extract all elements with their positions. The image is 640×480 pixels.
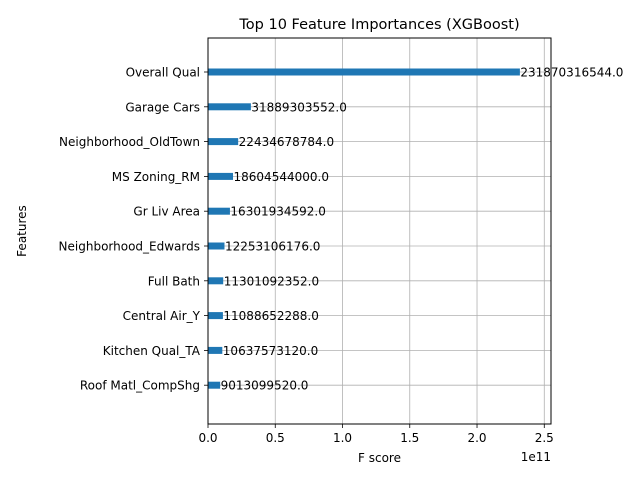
y-tick-label: Kitchen Qual_TA xyxy=(103,344,201,358)
y-tick-label: Gr Liv Area xyxy=(133,205,200,219)
bar xyxy=(208,312,223,320)
x-tick-label: 2.0 xyxy=(467,431,486,445)
x-tick-label: 1.0 xyxy=(333,431,352,445)
bar xyxy=(208,207,230,215)
y-tick-label: Garage Cars xyxy=(125,100,200,114)
chart-title: Top 10 Feature Importances (XGBoost) xyxy=(238,17,519,33)
y-tick-label: Roof Matl_CompShg xyxy=(80,379,200,393)
bar-value-label: 11088652288.0 xyxy=(223,309,318,323)
y-tick-label: Neighborhood_Edwards xyxy=(59,240,200,254)
bar-value-label: 31889303552.0 xyxy=(251,100,346,114)
bar-value-label: 11301092352.0 xyxy=(224,274,319,288)
bar-value-label: 22434678784.0 xyxy=(239,135,334,149)
y-tick-label: Overall Qual xyxy=(126,66,200,80)
x-axis-label: F score xyxy=(358,451,401,465)
y-axis-label: Features xyxy=(15,205,29,257)
bar-value-label: 231870316544.0 xyxy=(520,66,623,80)
y-tick-label: Full Bath xyxy=(148,274,200,288)
bar xyxy=(208,138,239,146)
bar xyxy=(208,346,223,354)
y-tick-label: Neighborhood_OldTown xyxy=(59,135,200,149)
bar-value-label: 12253106176.0 xyxy=(225,240,320,254)
bar-value-label: 16301934592.0 xyxy=(230,205,325,219)
x-tick-label: 1.5 xyxy=(400,431,419,445)
y-tick-label: MS Zoning_RM xyxy=(112,170,200,184)
bar xyxy=(208,277,224,285)
x-axis-offset-label: 1e11 xyxy=(521,450,551,464)
plot-frame xyxy=(207,37,552,425)
bars xyxy=(208,68,520,389)
x-tick-label: 0.5 xyxy=(266,431,285,445)
bar xyxy=(208,172,234,180)
x-tick-label: 0.0 xyxy=(198,431,217,445)
value-labels: 231870316544.0 31889303552.0 22434678784.0… xyxy=(221,66,624,393)
bar xyxy=(208,103,251,111)
bar-value-label: 9013099520.0 xyxy=(221,379,309,393)
bar-value-label: 10637573120.0 xyxy=(223,344,318,358)
bar xyxy=(208,68,520,76)
grid-lines xyxy=(207,38,551,424)
y-tick-label: Central Air_Y xyxy=(123,309,201,323)
y-axis-ticks: Overall Qual Garage Cars Neighborhood_OldT… xyxy=(59,66,208,393)
x-tick-label: 2.5 xyxy=(535,431,554,445)
bar xyxy=(208,381,221,389)
bar-value-label: 18604544000.0 xyxy=(234,170,329,184)
x-axis-ticks: 0.0 0.5 1.0 1.5 2.0 2.5 xyxy=(198,424,554,445)
bar xyxy=(208,242,225,250)
